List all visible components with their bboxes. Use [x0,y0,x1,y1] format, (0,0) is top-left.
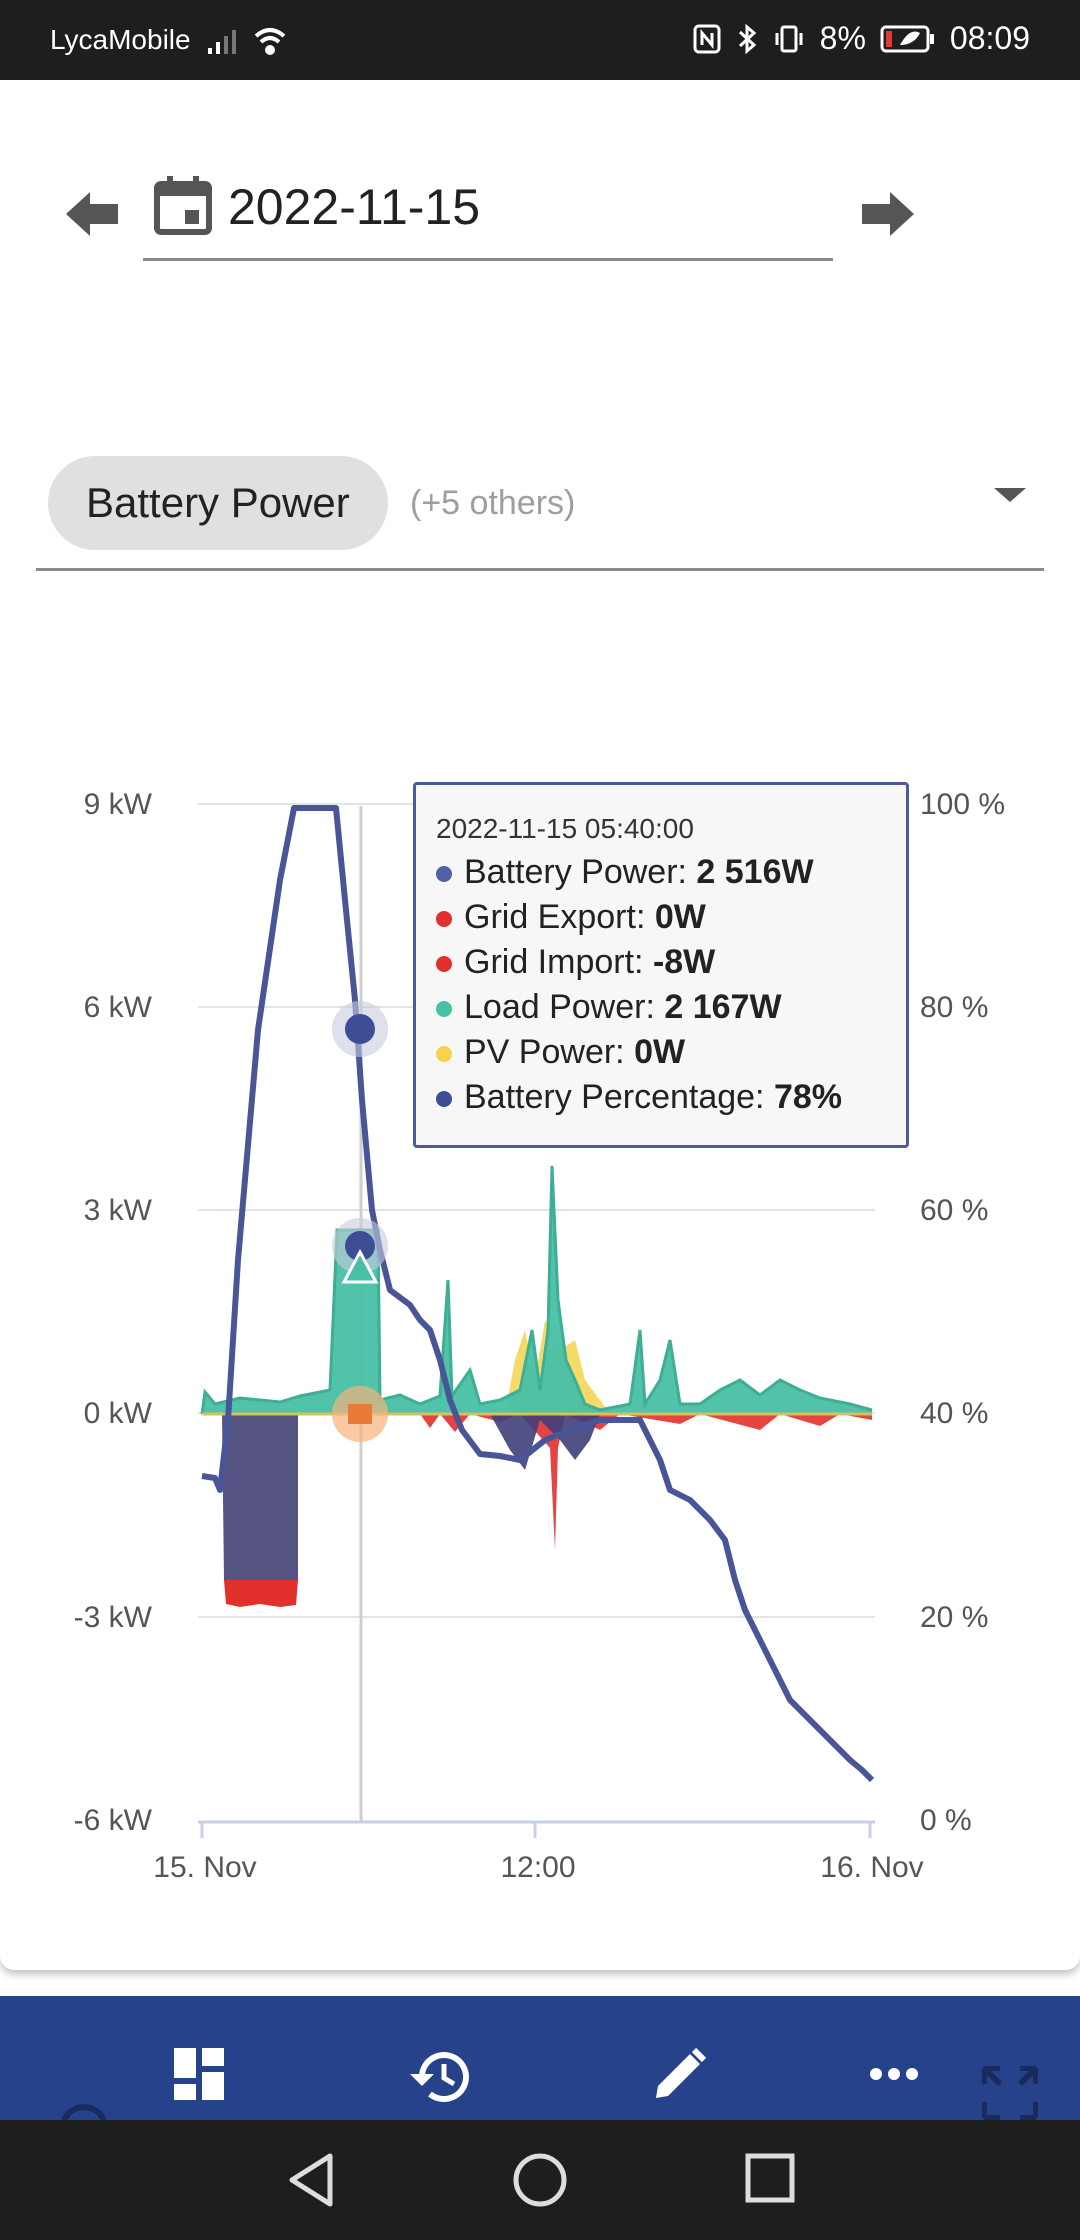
tooltip-value: 2 516W [696,853,814,891]
y-right-tick: 0 % [920,1804,972,1837]
tooltip-value: 78% [773,1078,843,1116]
y-left-tick: -6 kW [74,1804,153,1837]
edit-icon[interactable] [652,2046,708,2102]
battery-percentage-marker [345,1014,375,1044]
entity-chip-battery-power[interactable]: Battery Power [48,456,388,550]
y-left-tick: 9 kW [84,788,153,821]
history-icon[interactable] [408,2046,472,2106]
tooltip-timestamp: 2022-11-15 05:40:00 [436,813,694,844]
dropdown-caret-icon[interactable] [992,484,1028,508]
tooltip-value: 0W [634,1033,686,1071]
entity-select[interactable]: Battery Power (+5 others) [36,456,1044,571]
tooltip-label: PV Power: [464,1033,635,1071]
calendar-icon [154,176,212,235]
clock: 08:09 [949,20,1030,56]
x-tick: 16. Nov [820,1851,923,1884]
y-axis-left: 9 kW 6 kW 3 kW 0 kW -3 kW -6 kW [74,788,153,1837]
x-tick: 15. Nov [153,1851,256,1884]
chart-tooltip: 2022-11-15 05:40:00 Battery Power: 2 516… [413,782,909,1148]
y-right-tick: 60 % [920,1194,988,1227]
y-axis-right: 100 % 80 % 60 % 40 % 20 % 0 % [920,788,1005,1837]
series-dot [436,911,452,928]
tooltip-label: Battery Power: [464,853,697,891]
series-dot [436,1091,452,1108]
y-left-tick: 0 kW [84,1397,153,1430]
carrier-label: LycaMobile [50,24,191,55]
series-dot [436,1046,452,1063]
tooltip-label: Grid Export: [464,898,655,936]
arrow-right-icon[interactable] [858,186,918,242]
y-right-tick: 40 % [920,1397,988,1430]
series-dot [436,1001,452,1018]
others-count: (+5 others) [410,484,576,522]
date-picker-field[interactable]: 2022-11-15 [143,166,833,261]
tooltip-label: Battery Percentage: [464,1078,774,1116]
wifi-icon [254,28,286,55]
tooltip-row-grid-export: Grid Export: 0W [436,898,706,937]
signal-icon [208,28,286,55]
y-right-tick: 80 % [920,991,988,1024]
refresh-icon[interactable] [58,2100,110,2120]
tooltip-row-load-power: Load Power: 2 167W [436,988,782,1027]
y-left-tick: -3 kW [74,1601,153,1634]
system-nav-bar [0,2120,1080,2240]
vibrate-icon [775,25,803,52]
x-axis-labels: 15. Nov 12:00 16. Nov [153,1851,923,1884]
x-tick: 12:00 [500,1851,575,1884]
series-dot [436,866,452,883]
grid-marker [348,1404,372,1424]
battery-saver-icon [880,25,934,52]
app-bottom-bar [0,1996,1080,2120]
battery-percent: 8% [819,20,866,56]
tooltip-row-grid-import: Grid Import: -8W [436,943,715,982]
tooltip-row-battery-power: Battery Power: 2 516W [436,853,814,892]
bluetooth-icon [738,23,756,54]
y-left-tick: 3 kW [84,1194,153,1227]
arrow-left-icon[interactable] [62,186,122,242]
load-power-marker [341,1248,379,1284]
y-left-tick: 6 kW [84,991,153,1024]
tooltip-value: 2 167W [664,988,782,1026]
load-power-area [202,1166,872,1414]
tooltip-row-battery-percentage: Battery Percentage: 78% [436,1078,842,1117]
back-icon[interactable] [286,2152,336,2208]
grid-import-area [224,1580,298,1607]
battery-percentage-line [201,805,875,1783]
recents-icon[interactable] [744,2152,796,2204]
nfc-icon [693,24,721,53]
tooltip-label: Grid Import: [464,943,653,981]
more-icon[interactable] [868,2066,920,2082]
tooltip-value: 0W [654,898,706,936]
selected-date: 2022-11-15 [228,179,481,235]
status-bar: LycaMobile 8% 08:09 [0,0,1080,80]
load-power-line [200,1165,873,1415]
x-axis [198,1820,875,1838]
battery-power-area-negative [222,1414,298,1580]
dashboard-icon[interactable] [172,2046,228,2102]
tooltip-value: -8W [652,943,716,981]
y-right-tick: 100 % [920,788,1005,821]
home-icon[interactable] [512,2152,568,2208]
tooltip-row-pv-power: PV Power: 0W [436,1033,685,1072]
battery-power-marker [345,1231,375,1261]
history-chart[interactable]: 9 kW 6 kW 3 kW 0 kW -3 kW -6 kW 100 % 80… [0,0,1080,1970]
tooltip-label: Load Power: [464,988,665,1026]
fullscreen-icon[interactable] [982,2066,1038,2120]
series-dot [436,956,452,973]
y-right-tick: 20 % [920,1601,988,1634]
